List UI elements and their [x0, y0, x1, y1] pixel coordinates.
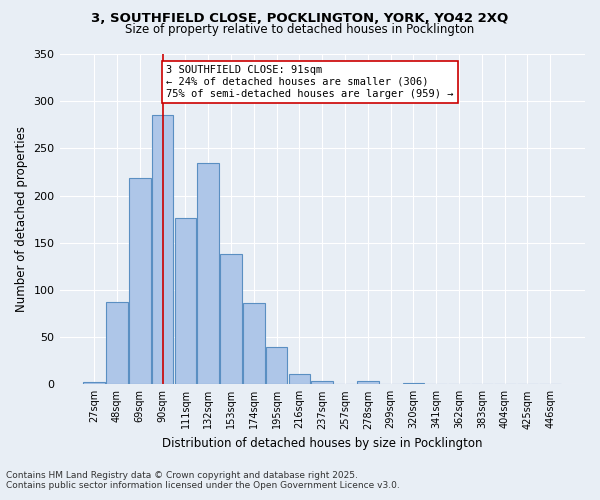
Bar	[243, 303, 265, 384]
Text: 3 SOUTHFIELD CLOSE: 91sqm
← 24% of detached houses are smaller (306)
75% of semi: 3 SOUTHFIELD CLOSE: 91sqm ← 24% of detac…	[166, 66, 454, 98]
Bar	[289, 374, 310, 384]
Bar	[83, 382, 105, 384]
Text: Contains HM Land Registry data © Crown copyright and database right 2025.
Contai: Contains HM Land Registry data © Crown c…	[6, 470, 400, 490]
Bar	[311, 380, 333, 384]
Bar	[106, 302, 128, 384]
Bar	[129, 178, 151, 384]
Bar	[175, 218, 196, 384]
Text: 3, SOUTHFIELD CLOSE, POCKLINGTON, YORK, YO42 2XQ: 3, SOUTHFIELD CLOSE, POCKLINGTON, YORK, …	[91, 12, 509, 26]
Bar	[197, 164, 219, 384]
Bar	[266, 346, 287, 385]
Bar	[152, 116, 173, 384]
Y-axis label: Number of detached properties: Number of detached properties	[15, 126, 28, 312]
X-axis label: Distribution of detached houses by size in Pocklington: Distribution of detached houses by size …	[162, 437, 482, 450]
Text: Size of property relative to detached houses in Pocklington: Size of property relative to detached ho…	[125, 22, 475, 36]
Bar	[357, 382, 379, 384]
Bar	[220, 254, 242, 384]
